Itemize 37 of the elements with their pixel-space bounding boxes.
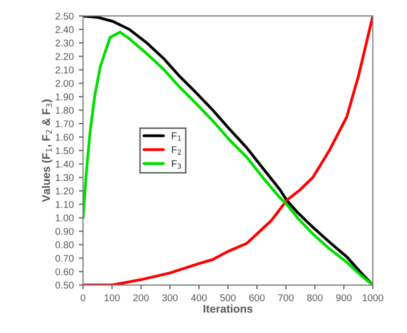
y-tick-label: 1.90 (56, 93, 74, 100)
x-tick-label: 100 (104, 294, 120, 302)
y-tick-label: 1.30 (56, 174, 74, 182)
y-tick-label: 0.90 (55, 228, 74, 235)
y-tick-label: 1.60 (56, 134, 74, 141)
legend-label: F$_{2}$ (172, 146, 181, 155)
y-tick-label: 1.00 (56, 214, 74, 222)
y-tick-label: 2.50 (56, 12, 74, 20)
y-tick-label: 2.00 (56, 80, 74, 87)
y-tick-label: 0.50 (55, 282, 74, 289)
x-tick-label: 400 (191, 294, 207, 302)
y-tick-label: 1.70 (56, 120, 74, 128)
y-tick-label: 1.50 (56, 147, 74, 154)
y-tick-label: 0.60 (55, 268, 74, 276)
x-tick-label: 600 (249, 294, 265, 302)
y-tick-label: 2.30 (56, 40, 74, 47)
y-axis-title: Values (F$_{1}$, F$_{2}$ & F$_{3}$) (42, 100, 52, 202)
x-axis-title: Iterations (204, 304, 252, 313)
y-tick-label: 0.70 (55, 254, 74, 262)
x-tick-label: 200 (133, 294, 149, 302)
y-tick-label: 1.10 (56, 201, 74, 208)
y-tick-label: 2.10 (56, 66, 74, 74)
y-tick-label: 1.40 (56, 160, 74, 168)
y-tick-label: 1.20 (56, 188, 74, 194)
legend-label: F$_{1}$ (172, 132, 181, 141)
legend-label: F$_{3}$ (172, 160, 181, 169)
x-tick-label: 500 (220, 294, 236, 302)
x-tick-label: 700 (278, 294, 294, 302)
y-tick-label: 2.20 (56, 53, 74, 60)
x-tick-label: 900 (336, 294, 352, 302)
y-tick-label: 1.80 (56, 106, 74, 114)
x-tick-label: 1000 (362, 294, 384, 302)
y-tick-label: 0.80 (55, 241, 74, 248)
x-tick-label: 300 (162, 294, 178, 302)
x-tick-label: 800 (307, 294, 323, 302)
y-tick-label: 2.40 (56, 26, 74, 34)
x-tick-label: 0 (80, 294, 86, 302)
